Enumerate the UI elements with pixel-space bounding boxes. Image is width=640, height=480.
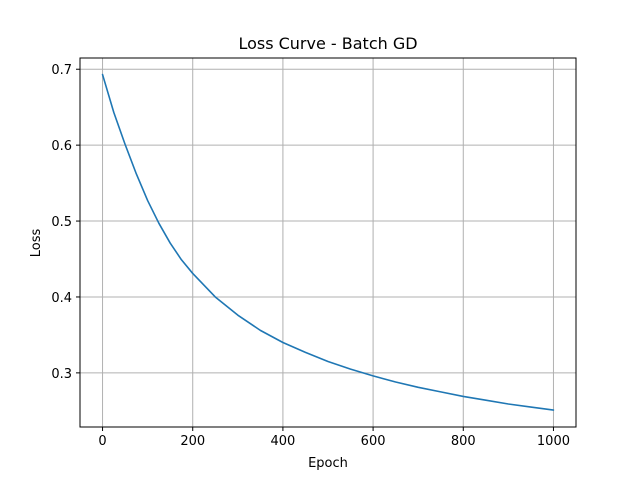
- y-tick-label: 0.7: [51, 63, 72, 78]
- plot-frame: [79, 57, 577, 428]
- ticks-layer: 0 200 400 600 800 1000 0.3 0.4 0.5 0.6 0.7: [51, 63, 570, 449]
- x-tick-label: 200: [180, 434, 205, 449]
- chart-title: Loss Curve - Batch GD: [238, 34, 417, 53]
- y-tick-label: 0.6: [51, 139, 72, 154]
- x-tick-label: 800: [451, 434, 476, 449]
- y-axis-label: Loss: [29, 229, 44, 258]
- x-tick-label: 1000: [537, 434, 570, 449]
- loss-series-line: [101, 73, 555, 411]
- x-tick-label: 600: [361, 434, 386, 449]
- grid-layer: [80, 58, 576, 427]
- y-tick-label: 0.3: [51, 367, 72, 382]
- x-axis-label: Epoch: [308, 456, 348, 471]
- x-tick-label: 400: [270, 434, 295, 449]
- x-tick-label: 0: [98, 434, 106, 449]
- y-tick-label: 0.5: [51, 215, 72, 230]
- series-layer: [101, 73, 555, 411]
- y-tick-label: 0.4: [51, 291, 72, 306]
